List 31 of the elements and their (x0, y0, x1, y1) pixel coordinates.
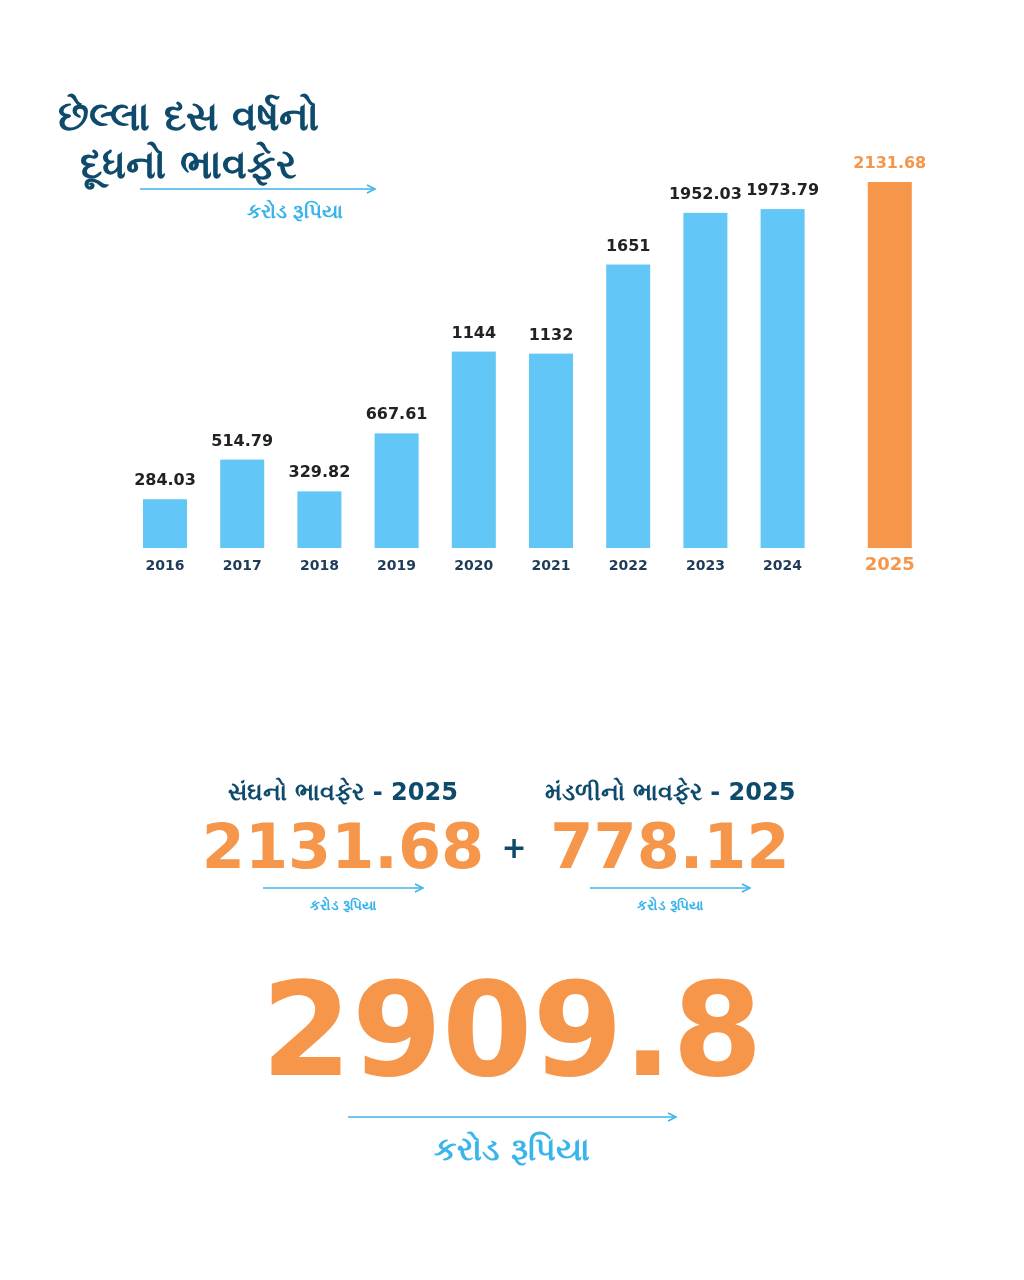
x-tick-label: 2021 (531, 557, 571, 573)
text: કરોડ રૂપિયા (309, 896, 378, 913)
x-tick-label: 2024 (763, 557, 803, 573)
data-label: 1132 (528, 324, 574, 344)
x-tick-label: 2023 (685, 557, 725, 573)
text: કરોડ રૂપિયા (246, 199, 344, 223)
x-tick-label: 2017 (222, 557, 262, 573)
data-label: 2131.68 (853, 153, 927, 172)
data-label: 329.82 (288, 462, 351, 482)
category-label: સંઘનો ભાવફેર - 2025 (228, 777, 458, 806)
x-tick-label: 2022 (608, 557, 648, 573)
data-label: 667.61 (365, 404, 428, 424)
chart-title: છેલ્લા દસ વર્ષનો દૂધનો ભાવફેર (58, 93, 319, 190)
text: 2909.8 (261, 954, 763, 1106)
data-label: 284.03 (134, 470, 196, 490)
x-tick-label: 2019 (377, 557, 417, 573)
text: કરોડ રૂપિયા (433, 1130, 591, 1168)
x-tick-label: 2020 (454, 557, 494, 573)
x-tick-label: 2025 (864, 553, 915, 574)
data-label: 1952.03 (668, 183, 742, 203)
data-label: 1651 (605, 235, 651, 255)
x-tick-label: 2016 (145, 557, 185, 573)
data-label: 514.79 (211, 430, 274, 450)
data-label: 1973.79 (746, 180, 820, 200)
text: કરોડ રૂપિયા (636, 896, 705, 913)
data-label: 778.12 (550, 810, 790, 883)
data-label: 1144 (451, 322, 497, 342)
x-tick-label: 2018 (299, 557, 339, 573)
data-label: 2131.68 (201, 810, 485, 883)
category-label: મંડળીનો ભાવફેર - 2025 (544, 777, 796, 806)
text: + (501, 830, 527, 865)
